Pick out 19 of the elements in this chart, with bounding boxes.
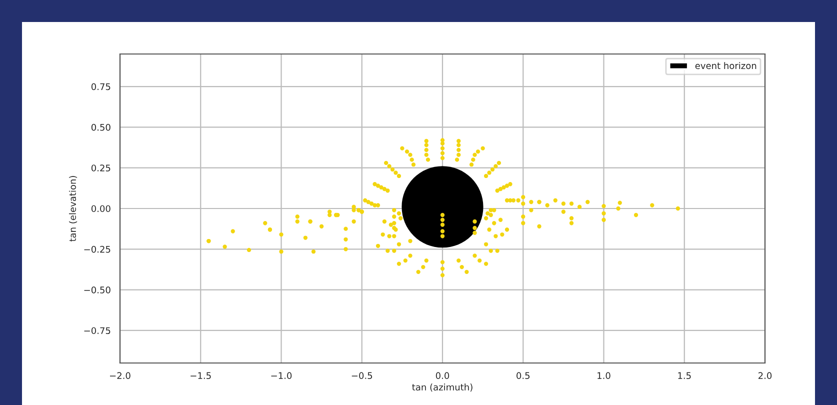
y-tick-label: −0.50 [84, 286, 110, 294]
y-tick-label: 0.50 [91, 124, 110, 131]
y-tick-label: 0.25 [91, 164, 110, 172]
y-tick-label: 0.75 [91, 83, 110, 90]
x-axis-title: tan (azimuth) [412, 384, 472, 392]
y-axis-title: tan (elevation) [69, 176, 78, 242]
y-tick-label: −0.75 [84, 327, 110, 334]
x-tick-label: 1.0 [598, 372, 610, 380]
y-tick-label: −0.25 [84, 246, 110, 253]
x-tick-label: −1.5 [190, 372, 211, 380]
x-tick-label: 0.5 [516, 372, 530, 380]
x-tick-label: −2.0 [110, 372, 130, 380]
x-tick-label: −1.0 [271, 372, 292, 380]
x-tick-label: −0.5 [352, 372, 372, 380]
legend-label: event horizon [695, 62, 756, 70]
x-tick-label: 0.0 [436, 372, 450, 380]
x-tick-label: 2.0 [758, 372, 772, 380]
x-tick-label: 1.5 [678, 372, 691, 380]
y-tick-label: 0.00 [91, 205, 110, 212]
